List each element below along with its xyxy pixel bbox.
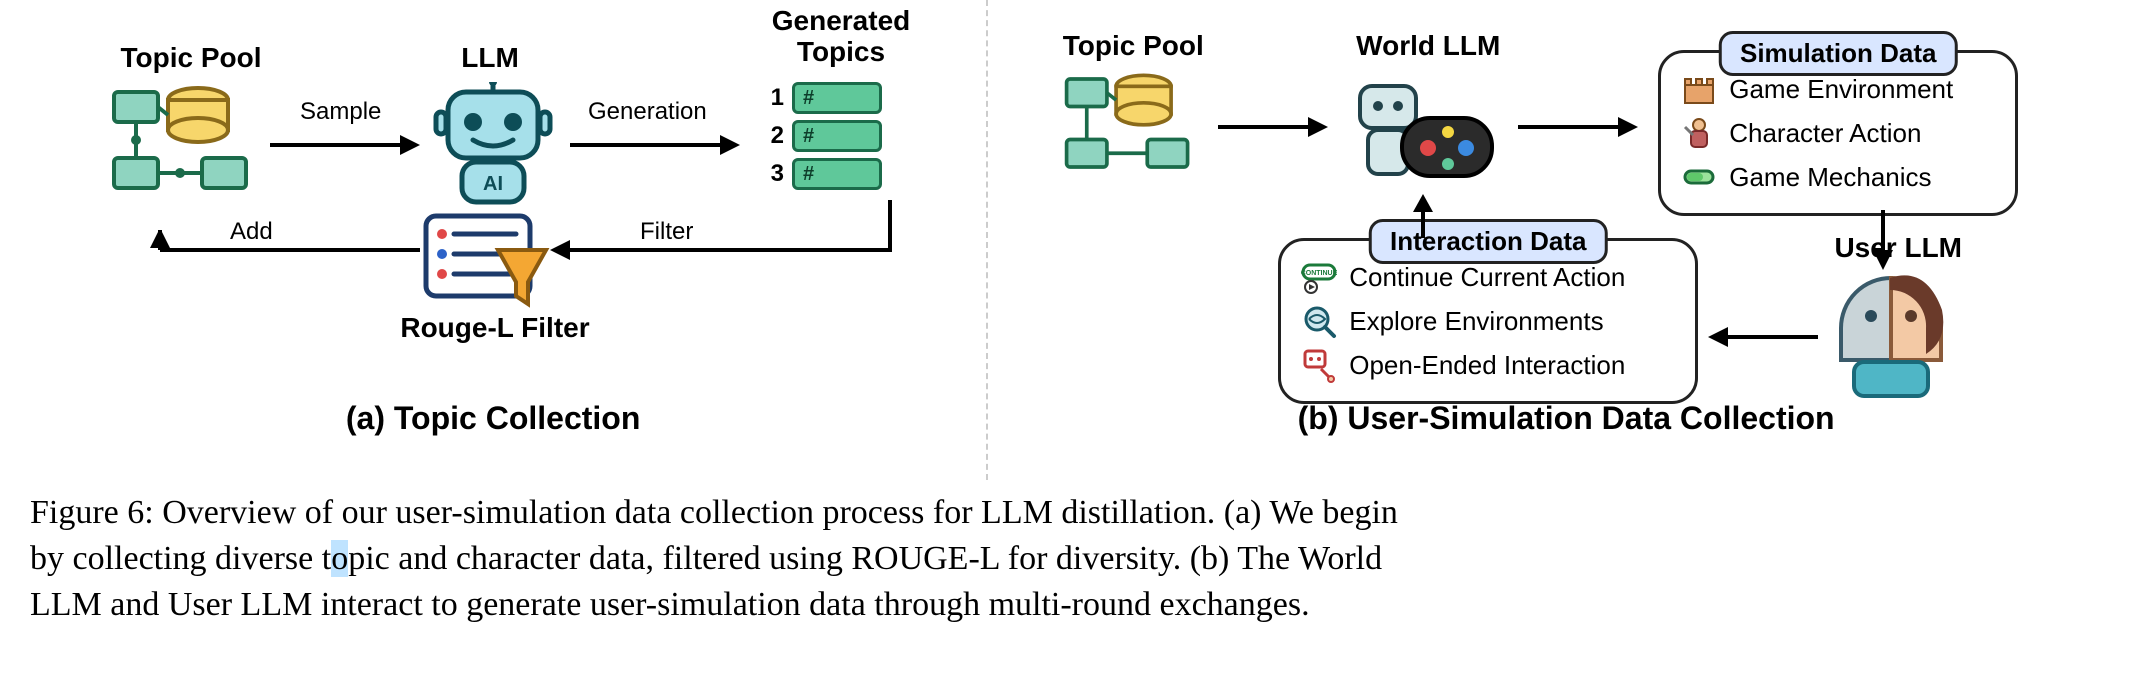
label-world-llm: World LLM [1328, 30, 1528, 62]
gen-num: 3 [764, 160, 784, 188]
interaction-data-box: Interaction Data CONTINUE Continue Curre… [1278, 238, 1698, 404]
arrow-user-to-interaction [1708, 322, 1818, 357]
label-topic-pool-b: Topic Pool [1038, 30, 1228, 62]
sim-item: Game Environment [1681, 71, 1995, 107]
figure-container: Topic Pool [0, 0, 2144, 696]
panel-b-title: (b) User-Simulation Data Collection [988, 400, 2144, 437]
mechanics-icon [1681, 159, 1717, 195]
arrow-sample [270, 125, 420, 170]
interaction-item-text: Open-Ended Interaction [1349, 350, 1625, 381]
caption-line-2-post: pic and character data, filtered using R… [348, 540, 1382, 577]
interaction-item: CONTINUE Continue Current Action [1301, 259, 1675, 295]
gen-num: 2 [764, 122, 784, 150]
explore-icon [1301, 303, 1337, 339]
arrow-world-to-sim [1518, 112, 1638, 147]
label-generation: Generation [588, 98, 707, 126]
label-topic-pool-a: Topic Pool [96, 42, 286, 74]
caption-line-2-pre: by collecting diverse t [30, 540, 331, 577]
label-add: Add [230, 218, 273, 246]
label-filter: Filter [640, 218, 693, 246]
caption-line: LLM and User LLM interact to generate us… [30, 586, 1310, 623]
gen-row: 3 [764, 158, 882, 190]
sim-item-text: Game Mechanics [1729, 162, 1931, 193]
sim-item: Character Action [1681, 115, 1995, 151]
arrow-interaction-to-world [1408, 194, 1438, 243]
generated-topics-list: 1 2 3 [764, 82, 882, 196]
robot-icon: AI [428, 82, 558, 212]
label-sample: Sample [300, 98, 381, 126]
interaction-item: Open-Ended Interaction [1301, 347, 1675, 383]
figure-caption: Figure 6: Overview of our user-simulatio… [0, 480, 2144, 628]
label-rouge-filter: Rouge-L Filter [380, 312, 610, 344]
character-icon [1681, 115, 1717, 151]
gen-row: 2 [764, 120, 882, 152]
label-generated-topics: Generated Topics [746, 6, 936, 68]
open-ended-icon [1301, 347, 1337, 383]
diagram-panels: Topic Pool [0, 0, 2144, 480]
gen-bar-icon [792, 158, 882, 190]
interaction-item-text: Explore Environments [1349, 306, 1603, 337]
user-llm-icon [1826, 270, 1956, 400]
caption-line: Figure 6: Overview of our user-simulatio… [30, 494, 1398, 531]
arrow-pool-to-world [1218, 112, 1328, 147]
filter-icon [420, 210, 550, 310]
gen-bar-icon [792, 82, 882, 114]
interaction-item-text: Continue Current Action [1349, 262, 1625, 293]
interaction-item: Explore Environments [1301, 303, 1675, 339]
sim-item: Game Mechanics [1681, 159, 1995, 195]
castle-icon [1681, 71, 1717, 107]
label-user-llm: User LLM [1808, 232, 1988, 264]
gen-num: 1 [764, 84, 784, 112]
caption-highlight: o [331, 540, 348, 577]
continue-icon: CONTINUE [1301, 259, 1337, 295]
world-llm-icon [1348, 68, 1498, 208]
topic-pool-icon-b [1058, 68, 1198, 178]
arrow-add [140, 230, 420, 275]
panel-a: Topic Pool [0, 0, 986, 480]
interaction-box-header: Interaction Data [1369, 219, 1608, 264]
svg-text:CONTINUE: CONTINUE [1301, 270, 1337, 277]
sim-item-text: Game Environment [1729, 74, 1953, 105]
gen-bar-icon [792, 120, 882, 152]
arrow-filter [550, 200, 910, 305]
panel-b: Topic Pool World LLM [986, 0, 2144, 480]
simulation-data-box: Simulation Data Game Environment Charact… [1658, 50, 2018, 216]
label-llm: LLM [430, 42, 550, 74]
svg-text:AI: AI [483, 173, 503, 195]
simulation-box-header: Simulation Data [1719, 31, 1957, 76]
gen-row: 1 [764, 82, 882, 114]
panel-a-title: (a) Topic Collection [0, 400, 986, 437]
sim-item-text: Character Action [1729, 118, 1921, 149]
topic-pool-icon [106, 80, 256, 200]
arrow-generation [570, 125, 740, 170]
